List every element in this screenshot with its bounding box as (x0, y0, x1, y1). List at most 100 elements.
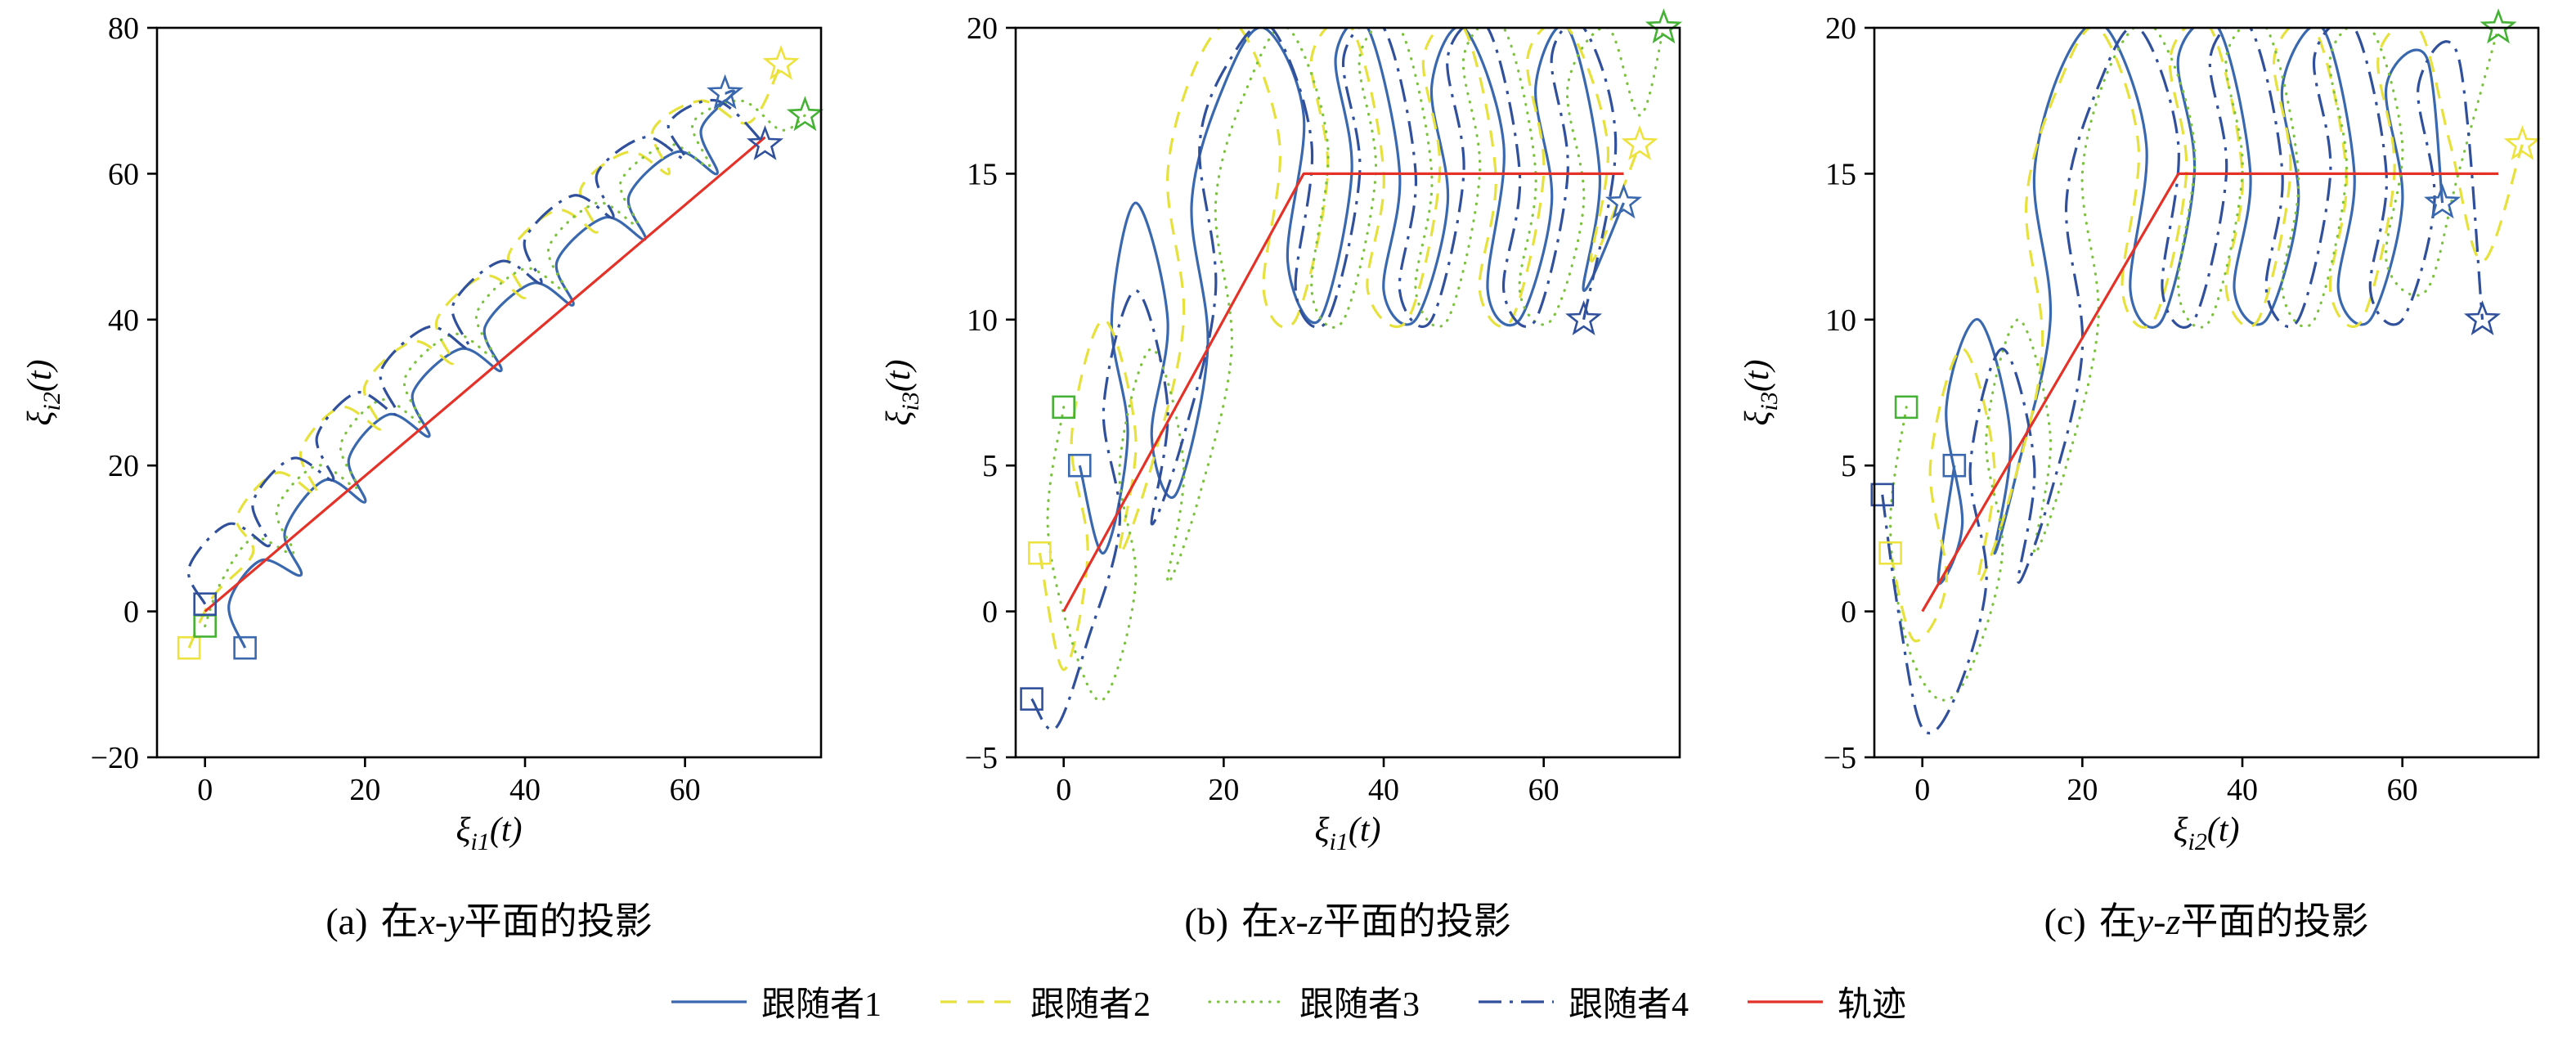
series-line-1 (187, 63, 783, 649)
end-marker-star (1621, 124, 1658, 160)
y-tick-label: 5 (982, 449, 998, 483)
end-marker-star (2424, 183, 2462, 219)
y-tick-label: 5 (1841, 449, 1856, 483)
caption-index: (c) (2044, 900, 2086, 942)
x-tick-label: 20 (2067, 773, 2098, 807)
x-tick-label: 0 (1914, 773, 1930, 807)
caption-plane: x-y (418, 900, 464, 942)
y-tick-label: 10 (967, 303, 998, 338)
legend-item-5: 轨迹 (1746, 976, 1906, 1026)
start-marker-square (1870, 483, 1895, 507)
subplot-b-caption: (b) 在x-z平面的投影 (998, 891, 1698, 945)
caption-suffix: 平面的投影 (1322, 900, 1511, 942)
caption-index: (b) (1184, 900, 1228, 942)
series-group (1881, 28, 2524, 734)
y-tick-label: 10 (1825, 303, 1856, 338)
caption-prefix: 在 (2098, 900, 2137, 942)
x-tick-label: 0 (197, 773, 213, 807)
axis-label: ξi1(t) (1315, 811, 1381, 855)
series-line-4 (1062, 172, 1624, 613)
start-marker-square (233, 635, 257, 660)
plot-border (155, 26, 823, 759)
caption-plane: x-z (1279, 900, 1323, 942)
legend-label: 轨迹 (1838, 986, 1907, 1024)
axis-label: ξi2(t) (21, 360, 65, 426)
y-tick-label: 0 (982, 595, 998, 630)
subplot-a-plot: 0 20 40 60 −20 0 20 40 60 80 ξi1(t) ξi2(t) (21, 11, 824, 855)
caption-index: (a) (325, 900, 368, 942)
legend-item-3: 跟随者3 (1208, 976, 1420, 1026)
legend-line-sample (1479, 999, 1554, 1003)
start-marker-square (1052, 395, 1075, 420)
legend-line-sample (940, 999, 1016, 1003)
y-tick-label: −5 (965, 741, 998, 775)
x-tick-label: 40 (1368, 773, 1399, 807)
caption-suffix: 平面的投影 (2180, 900, 2369, 942)
series-group (1030, 28, 1666, 732)
marker-group (1870, 8, 2542, 565)
x-tick-label: 40 (509, 773, 541, 807)
subplot-b-plot: 0 20 40 60 −5 0 5 10 15 20 ξi1(t) ξi3(t) (880, 8, 1683, 855)
y-tick-label: 15 (1825, 157, 1856, 191)
y-tick-label: 20 (108, 449, 139, 483)
axis-label: ξi2(t) (2174, 811, 2240, 855)
y-tick-label: 20 (1825, 11, 1856, 46)
start-marker-square (1894, 395, 1919, 420)
end-marker-star (746, 124, 784, 160)
series-line-2 (204, 99, 807, 628)
charts-row: 0 20 40 60 −20 0 20 40 60 80 ξi1(t) ξi2(t) (a) 在x-y平… (0, 5, 2576, 945)
y-tick-label: 0 (123, 595, 139, 630)
end-marker-star (2463, 300, 2502, 336)
y-tick-label: 15 (967, 157, 998, 191)
end-marker-star (2503, 124, 2542, 160)
caption-prefix: 在 (380, 900, 419, 942)
y-tick-label: −5 (1824, 741, 1856, 775)
caption-prefix: 在 (1241, 900, 1280, 942)
subplot-a-caption: (a) 在x-y平面的投影 (139, 891, 839, 945)
y-tick-label: 20 (967, 11, 998, 46)
y-tick-label: −20 (91, 741, 139, 775)
y-tick-label: 60 (108, 157, 139, 191)
legend-line-sample (1208, 999, 1286, 1003)
series-line-0 (1078, 28, 1625, 554)
x-tick-label: 40 (2227, 773, 2258, 807)
subplot-a: 0 20 40 60 −20 0 20 40 60 80 ξi1(t) ξi2(t) (a) 在x-y平… (0, 5, 859, 945)
subplot-b: 0 20 40 60 −5 0 5 10 15 20 ξi1(t) ξi3(t) (b) 在x-z平面的… (859, 5, 1717, 945)
series-line-3 (1881, 28, 2484, 734)
x-tick-label: 20 (349, 773, 380, 807)
start-marker-square (1942, 453, 1967, 478)
legend-item-4: 跟随者4 (1477, 976, 1689, 1026)
series-group (186, 63, 807, 649)
x-tick-label: 60 (2387, 773, 2418, 807)
x-tick-label: 20 (1208, 773, 1239, 807)
end-marker-star (707, 74, 744, 110)
y-tick-label: 0 (1841, 595, 1856, 630)
legend-line-sample (1748, 999, 1824, 1003)
axis-label: ξi3(t) (880, 360, 924, 426)
caption-plane: y-z (2136, 900, 2181, 942)
series-line-1 (1038, 28, 1641, 671)
x-tick-label: 0 (1056, 773, 1071, 807)
series-line-0 (227, 89, 736, 649)
subplot-c-caption: (c) 在y-z平面的投影 (1856, 891, 2556, 945)
end-marker-star (1565, 300, 1603, 336)
legend-label: 跟随者1 (761, 986, 882, 1024)
start-marker-square (1020, 687, 1043, 711)
series-line-2 (1888, 28, 2500, 702)
subplot-c: 0 20 40 60 −5 0 5 10 15 20 ξi2(t) ξi3(t) (c) 在y-z平面的… (1717, 5, 2576, 945)
marker-group (1020, 8, 1683, 711)
y-tick-label: 80 (108, 11, 139, 46)
series-line-3 (186, 98, 766, 605)
x-tick-label: 60 (670, 773, 701, 807)
start-marker-square (1028, 541, 1052, 565)
plot-border (1873, 26, 2540, 759)
series-line-1 (1889, 28, 2524, 643)
start-marker-square (193, 592, 217, 616)
legend: 跟随者1 跟随者2 跟随者3 跟随者4 轨迹 (0, 976, 2576, 1026)
caption-suffix: 平面的投影 (464, 900, 653, 942)
y-tick-label: 40 (108, 303, 139, 338)
end-marker-star (1645, 8, 1683, 44)
legend-item-1: 跟随者1 (670, 976, 882, 1026)
series-line-0 (1936, 28, 2444, 586)
